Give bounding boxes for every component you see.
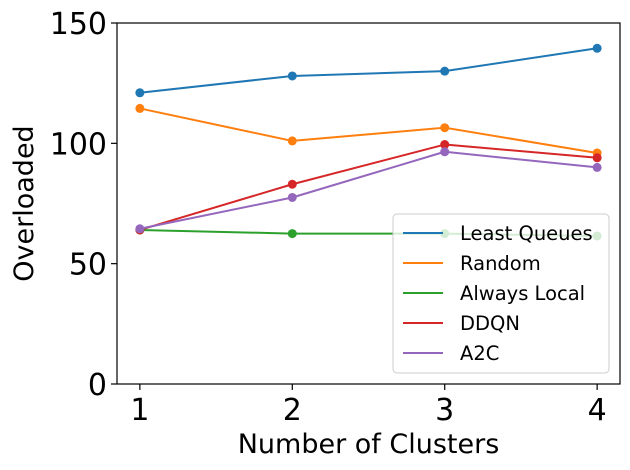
legend-label: A2C (460, 342, 499, 365)
legend-box (392, 213, 610, 374)
legend-label: Always Local (460, 282, 585, 305)
series-line (139, 107, 598, 154)
y-tick-label: 150 (50, 7, 107, 42)
x-axis-label: Number of Clusters (238, 429, 500, 460)
series-ddqn (135, 140, 602, 235)
x-tick-label: 4 (588, 393, 607, 428)
data-point (592, 153, 602, 163)
data-point (440, 140, 450, 150)
data-point (592, 43, 602, 53)
data-point (287, 136, 297, 146)
data-point (287, 179, 297, 189)
series-line (139, 47, 598, 94)
legend: Least Queues Random Always Local DDQN A2C (392, 213, 610, 374)
y-tick-label: 100 (50, 127, 107, 162)
data-point (135, 103, 145, 113)
series-line (139, 143, 598, 231)
x-tick-label: 3 (435, 393, 454, 428)
data-point (440, 147, 450, 157)
y-tick-label: 50 (69, 248, 107, 283)
data-point (135, 224, 145, 234)
data-point (287, 71, 297, 81)
series-least-queues (135, 43, 602, 98)
plot-frame (116, 22, 621, 385)
series-a2c (135, 147, 602, 234)
legend-label: Random (460, 252, 541, 275)
y-axis-label: Overloaded (9, 125, 40, 281)
series-random (135, 103, 602, 158)
x-tick-label: 1 (130, 393, 149, 428)
axis-layer: 1 2 3 4 0 50 100 150 (50, 7, 607, 428)
legend-label: Least Queues (460, 222, 593, 245)
y-tick-label: 0 (88, 368, 107, 403)
data-point (440, 123, 450, 133)
data-point (287, 192, 297, 202)
legend-label: DDQN (460, 312, 520, 335)
data-point (135, 88, 145, 98)
data-point (592, 162, 602, 172)
x-tick-label: 2 (283, 393, 302, 428)
data-point (440, 66, 450, 76)
series-line (139, 150, 598, 230)
data-point (287, 229, 297, 239)
